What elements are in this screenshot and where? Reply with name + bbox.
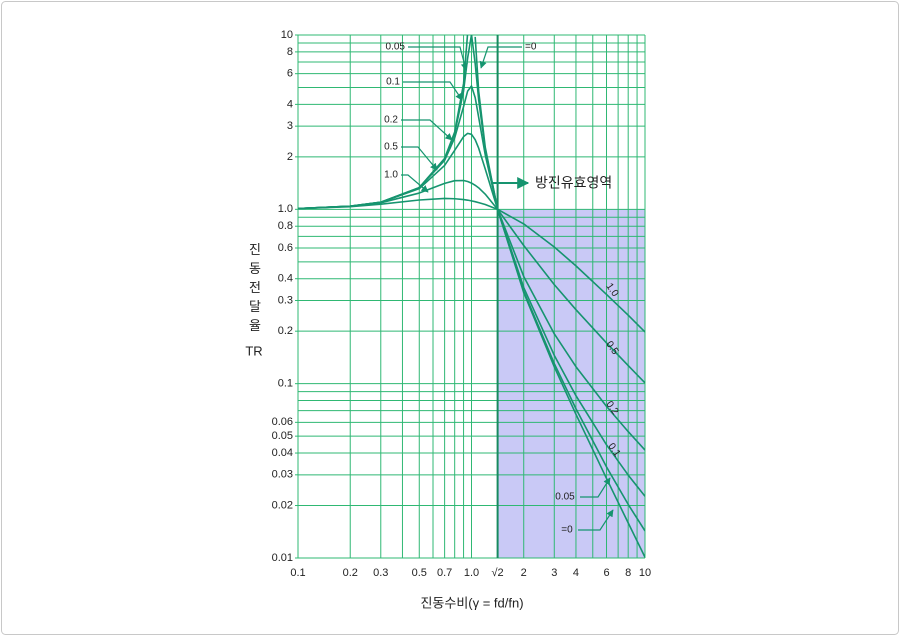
text-layer: 0.1 0.2 0.3 0.5 0.7 1.0 √2 2 3 4 6 8 10 0.01 0.02 0.03 0… — [272, 29, 652, 579]
annotation: 방진유효영역 — [535, 175, 612, 191]
x-tick-label: √2 — [492, 567, 504, 579]
y-tick-label: 0.04 — [272, 447, 293, 459]
y-tick-label: 10 — [281, 29, 293, 41]
y-tick-label: 0.02 — [272, 499, 293, 511]
leader-line — [401, 146, 438, 171]
x-tick-label: 10 — [639, 567, 651, 579]
x-tick-label: 3 — [551, 567, 557, 579]
y-tick-label: 0.01 — [272, 552, 293, 564]
y-axis-unit: TR — [245, 343, 262, 358]
y-tick-label: 0.8 — [278, 220, 293, 232]
x-tick-label: 0.2 — [343, 567, 358, 579]
leader-line — [578, 509, 614, 531]
x-tick-label: 1.0 — [464, 567, 479, 579]
curve-label: 0.05 — [555, 492, 575, 503]
y-tick-label: 0.05 — [272, 430, 293, 442]
leader-line — [408, 46, 468, 71]
leader-line — [580, 477, 611, 498]
y-tick-label: 2 — [287, 151, 293, 163]
x-tick-label: 2 — [521, 567, 527, 579]
y-tick-label: 0.6 — [278, 242, 293, 254]
y-tick-label: 4 — [287, 98, 293, 110]
y-tick-label: 1.0 — [278, 203, 293, 215]
legend-label: 0.1 — [386, 77, 400, 88]
series-line — [298, 197, 645, 333]
y-tick-label: 0.1 — [278, 378, 293, 390]
x-tick-label: 0.1 — [290, 567, 305, 579]
series-line — [298, 179, 645, 384]
x-tick-label: 4 — [573, 567, 579, 579]
x-tick-label: 8 — [625, 567, 631, 579]
x-tick-label: 0.7 — [437, 567, 452, 579]
y-tick-label: 0.2 — [278, 325, 293, 337]
y-tick-label: 3 — [287, 120, 293, 132]
x-axis-label: 진동수비(γ = fd/fn) — [420, 595, 523, 610]
leader-line — [401, 174, 429, 193]
y-tick-label: 0.06 — [272, 416, 293, 428]
legend-label: 0.2 — [384, 115, 398, 126]
leader-line — [479, 46, 522, 69]
legend-label: =0 — [525, 42, 537, 53]
x-tick-label: 0.3 — [373, 567, 388, 579]
x-tick-label: 6 — [603, 567, 609, 579]
leader-line — [401, 119, 453, 141]
legend-label: 1.0 — [384, 170, 398, 181]
curve-label: =0 — [561, 525, 573, 536]
grid-layer — [295, 34, 646, 559]
x-tick-label: 0.5 — [412, 567, 427, 579]
y-tick-label: 6 — [287, 68, 293, 80]
legend-label: 0.5 — [384, 142, 398, 153]
y-tick-label: 0.3 — [278, 294, 293, 306]
y-tick-label: 8 — [287, 46, 293, 58]
legend-label: 0.05 — [386, 42, 406, 53]
leader-line — [403, 81, 463, 101]
y-tick-label: 0.03 — [272, 469, 293, 481]
y-axis-label: 진동전달율 — [247, 243, 262, 338]
lines-layer — [298, 35, 645, 558]
series-line — [298, 132, 645, 451]
y-tick-label: 0.4 — [278, 273, 293, 285]
